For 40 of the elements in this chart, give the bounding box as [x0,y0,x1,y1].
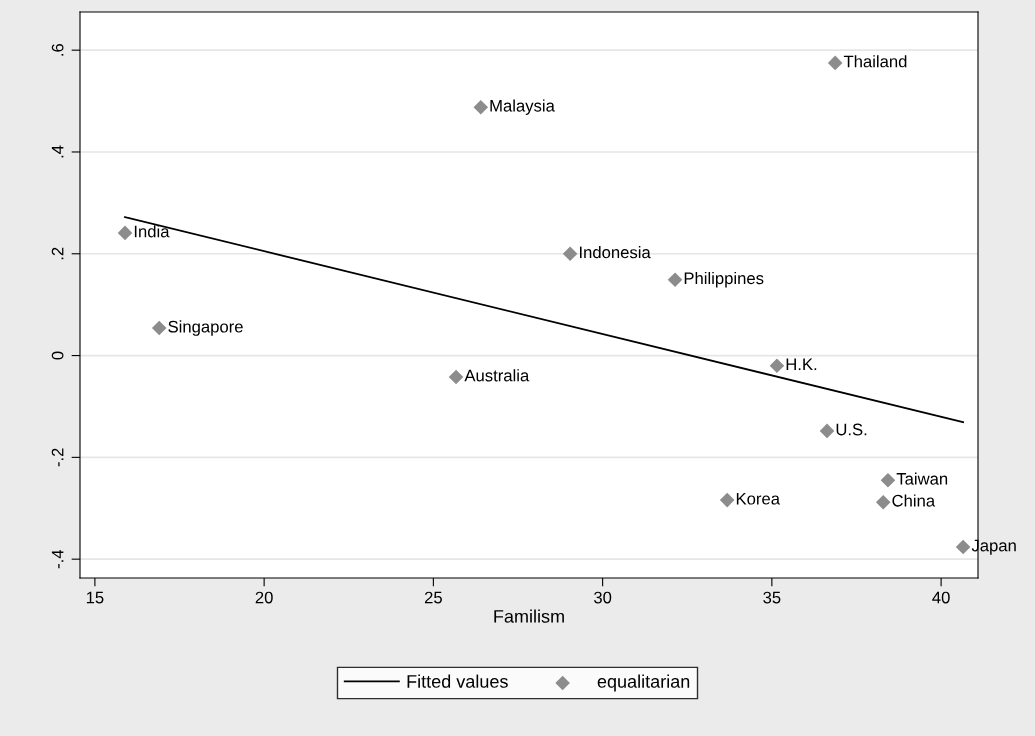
y-tick-label: .6 [51,43,64,56]
point [448,369,464,385]
x-tick-label: 30 [593,591,612,604]
point [875,494,891,510]
y-tick-label: -.2 [51,448,64,467]
annotation: U.S. [836,423,867,436]
x-tick-label: 15 [86,591,104,604]
point [667,272,683,288]
annotation: China [892,494,936,507]
annotation: H.K. [786,358,817,371]
annotation: India [134,225,170,238]
y-tick-label: .4 [51,145,64,158]
point [151,320,167,336]
y-tick-label: 0 [51,351,64,360]
x-tick-label: 35 [763,591,781,604]
point [769,358,785,374]
x-tick-label: 40 [932,591,950,604]
point [827,55,843,71]
annotation: Philippines [684,271,764,288]
annotation: Korea [736,492,780,505]
point [955,539,971,555]
legend-label: equalitarian [597,674,690,692]
annotation: Taiwan [896,472,948,485]
x-tick-label: 20 [255,591,273,604]
point [473,99,489,115]
y-tick-label: .2 [51,247,64,260]
annotation: Indonesia [580,246,651,259]
point [719,492,735,508]
annotation: Malaysia [490,99,555,115]
point [562,246,578,262]
annotation: Singapore [168,320,243,336]
y-tick-label: -.4 [51,549,64,569]
point [880,472,896,488]
annotation: Thailand [843,55,907,68]
point [117,225,133,241]
point [819,423,835,439]
annotation: Australia [464,369,530,382]
x-axis-title: Familism [494,609,564,623]
legend-label: Fitted values [407,674,508,688]
x-tick-label: 25 [424,591,442,604]
